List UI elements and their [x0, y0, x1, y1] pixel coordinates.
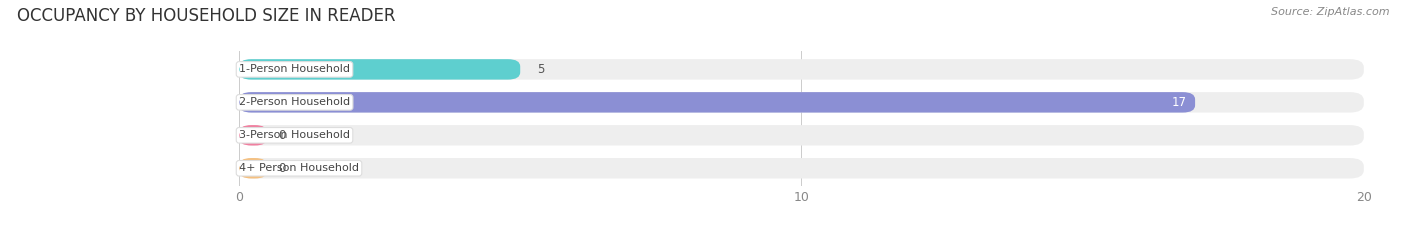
- FancyBboxPatch shape: [239, 125, 267, 146]
- Circle shape: [219, 96, 239, 108]
- Text: 5: 5: [537, 63, 544, 76]
- Circle shape: [219, 162, 239, 174]
- Text: 4+ Person Household: 4+ Person Household: [239, 163, 359, 173]
- FancyBboxPatch shape: [239, 158, 1364, 178]
- FancyBboxPatch shape: [239, 59, 1364, 80]
- FancyBboxPatch shape: [239, 92, 1195, 113]
- Text: 17: 17: [1171, 96, 1187, 109]
- FancyBboxPatch shape: [239, 158, 267, 178]
- Text: 0: 0: [278, 129, 285, 142]
- Text: Source: ZipAtlas.com: Source: ZipAtlas.com: [1271, 7, 1389, 17]
- FancyBboxPatch shape: [239, 92, 1364, 113]
- FancyBboxPatch shape: [239, 59, 520, 80]
- Circle shape: [219, 63, 239, 75]
- FancyBboxPatch shape: [239, 125, 1364, 146]
- Text: 0: 0: [278, 162, 285, 175]
- Circle shape: [219, 129, 239, 141]
- Text: 1-Person Household: 1-Person Household: [239, 64, 350, 74]
- Text: 3-Person Household: 3-Person Household: [239, 130, 350, 140]
- Text: OCCUPANCY BY HOUSEHOLD SIZE IN READER: OCCUPANCY BY HOUSEHOLD SIZE IN READER: [17, 7, 395, 25]
- Text: 2-Person Household: 2-Person Household: [239, 97, 350, 107]
